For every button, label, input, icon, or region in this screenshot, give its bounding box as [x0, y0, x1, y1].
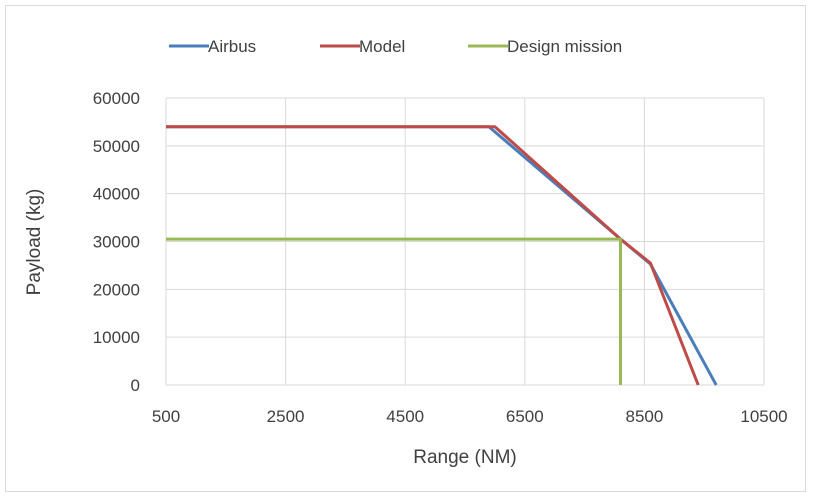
y-tick-label: 30000	[93, 233, 140, 252]
y-axis-title: Payload (kg)	[24, 189, 45, 296]
legend-label: Airbus	[208, 37, 256, 56]
legend-label: Design mission	[507, 37, 622, 56]
x-tick-label: 8500	[625, 407, 663, 426]
x-axis-title: Range (NM)	[413, 447, 516, 468]
x-tick-label: 2500	[267, 407, 305, 426]
legend: Airbus Model Design mission	[169, 37, 622, 56]
y-tick-label: 20000	[93, 280, 140, 299]
tick-labels: 0 10000 20000 30000 40000 50000 60000 500 2500 45…	[93, 89, 788, 426]
x-tick-label: 4500	[386, 407, 424, 426]
y-tick-label: 60000	[93, 89, 140, 108]
series-line-design-mission	[166, 237, 622, 385]
series-line-airbus	[166, 125, 718, 386]
series-lines	[166, 125, 718, 386]
x-tick-label: 10500	[740, 407, 787, 426]
y-tick-label: 10000	[93, 328, 140, 347]
legend-label: Model	[359, 37, 405, 56]
series-line-model	[166, 125, 700, 386]
x-tick-label: 500	[152, 407, 180, 426]
grid-lines	[165, 97, 765, 386]
y-tick-label: 40000	[93, 185, 140, 204]
y-tick-label: 0	[131, 376, 140, 395]
x-tick-label: 6500	[506, 407, 544, 426]
y-tick-label: 50000	[93, 137, 140, 156]
